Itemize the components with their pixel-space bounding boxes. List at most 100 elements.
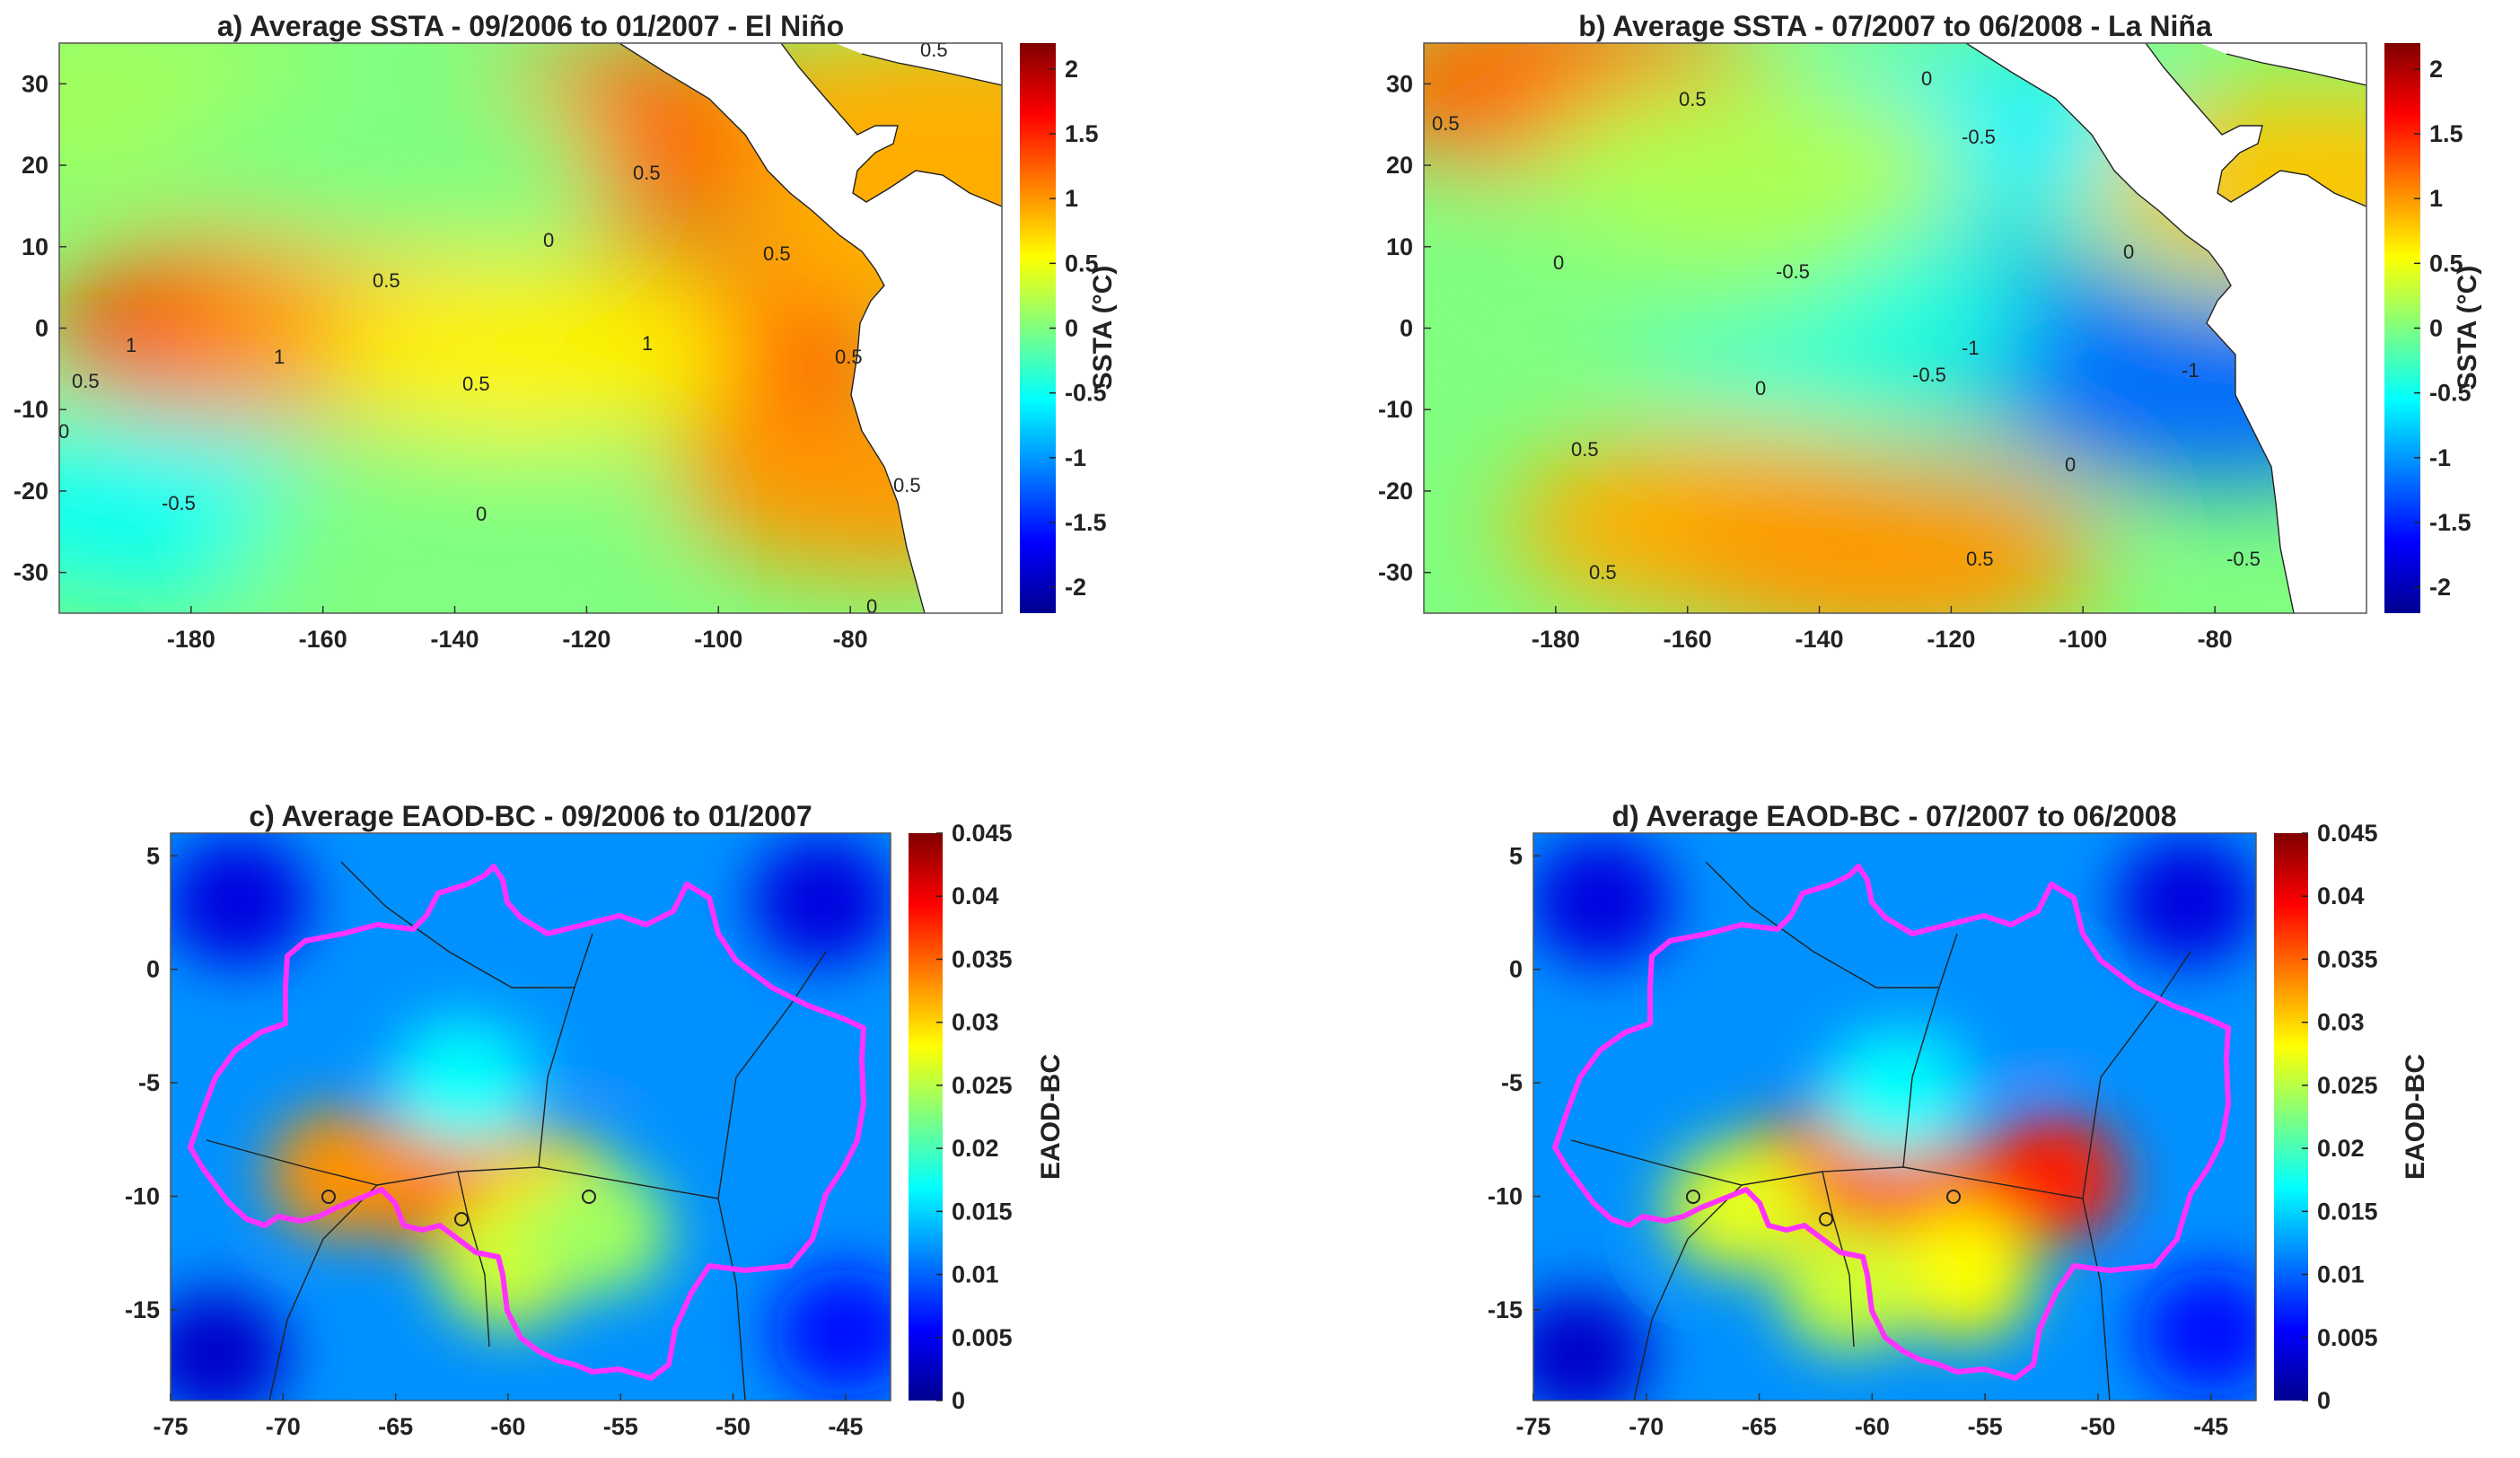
panel-a-contour-label: 0.5 (763, 242, 791, 265)
panel-b-colorbar-ticks: 2 1.5 1 0.5 0 -0.5 -1 -1.5 -2 (2414, 56, 2472, 601)
colorbar-tick-label: 0.03 (2317, 1009, 2365, 1036)
y-tick-label: -10 (1378, 396, 1413, 423)
colorbar-tick-label: -0.5 (1065, 380, 1107, 407)
x-tick-label: -65 (1742, 1413, 1777, 1440)
colorbar-tick-label: 2 (2429, 56, 2443, 83)
panel-d-eaod-bc-2007: d) Average EAOD-BC - 07/2007 to 06/2008 … (1488, 800, 2430, 1440)
field-sample (171, 1290, 288, 1401)
panel-b-land-caribbean (2200, 43, 2366, 85)
panel-b-contour-label: 0 (2065, 453, 2076, 476)
panel-a-contour-label: 0.5 (835, 346, 863, 368)
panel-d-colorbar-ticks: 0.045 0.04 0.035 0.03 0.025 0.02 0.015 0.01 0.00… (2302, 820, 2378, 1414)
x-tick-label: -50 (716, 1413, 751, 1440)
x-tick-label: -70 (266, 1413, 301, 1440)
y-tick-label: 0 (146, 956, 160, 983)
panel-b-contour-label: 0 (2123, 241, 2134, 263)
panel-c-colorbar-label: EAOD-BC (1036, 1054, 1066, 1180)
panel-b-title: b) Average SSTA - 07/2007 to 06/2008 - L… (1578, 10, 2212, 42)
colorbar-tick-label: -0.5 (2429, 380, 2472, 407)
colorbar-tick-label: 0 (952, 1387, 965, 1414)
x-tick-label: -160 (1664, 626, 1712, 653)
x-tick-label: -75 (1515, 1413, 1550, 1440)
field-sample (2116, 836, 2256, 966)
y-tick-label: -10 (13, 396, 48, 423)
colorbar-tick-label: -1 (2429, 444, 2451, 471)
y-tick-label: 0 (1509, 956, 1523, 983)
panel-a-contour-label: 0.5 (462, 373, 490, 395)
panel-a-ssta-el-nino: a) Average SSTA - 09/2006 to 01/2007 - E… (13, 10, 1118, 653)
panel-d-colorbar-label: EAOD-BC (2401, 1054, 2430, 1180)
y-tick-label: 10 (1386, 233, 1413, 260)
panel-b-colorbar-label: SSTA (°C) (2453, 266, 2482, 391)
colorbar-tick-label: 0.01 (2317, 1261, 2365, 1288)
field-sample (1822, 1029, 1967, 1159)
panel-a-contour-label: 0.5 (920, 39, 948, 61)
panel-d-aerosol-field (1533, 836, 2256, 1401)
colorbar-tick-label: 0.04 (952, 883, 999, 909)
panel-b-contour-label: 0.5 (1571, 438, 1599, 461)
panel-a-colorbar-ticks: 2 1.5 1 0.5 0 -0.5 -1 -1.5 -2 (1049, 56, 1107, 601)
x-tick-label: -45 (828, 1413, 863, 1440)
y-tick-label: -5 (1501, 1069, 1523, 1096)
colorbar-tick-label: 0.02 (2317, 1135, 2365, 1162)
panel-c-title: c) Average EAOD-BC - 09/2006 to 01/2007 (249, 800, 812, 832)
panel-a-contour-label: 0 (866, 595, 877, 618)
colorbar-tick-label: 2 (1065, 56, 1078, 83)
colorbar-tick-label: 0.5 (1065, 250, 1099, 277)
panel-c-y-axis: 5 0 -5 -10 -15 (125, 842, 178, 1323)
x-tick-label: -65 (378, 1413, 413, 1440)
panel-a-contour-label: 0.5 (893, 474, 921, 496)
x-tick-label: -120 (1927, 626, 1975, 653)
y-tick-label: -20 (1378, 478, 1413, 505)
field-sample (1936, 950, 2080, 1080)
panel-a-contour-label: 0 (476, 503, 487, 525)
x-tick-label: -55 (1968, 1413, 2003, 1440)
panel-a-contour-label: 1 (126, 334, 136, 356)
panel-b-contour-label: -0.5 (1776, 260, 1810, 283)
field-sample (526, 1165, 671, 1296)
panel-b-contour-label: 0.5 (1432, 112, 1460, 135)
x-tick-label: -180 (1532, 626, 1580, 653)
panel-c-frame (170, 832, 891, 1401)
field-sample (1890, 1210, 2034, 1340)
panel-a-contour-label: 1 (274, 346, 285, 368)
x-tick-label: -80 (2198, 626, 2233, 653)
x-tick-label: -60 (490, 1413, 525, 1440)
panel-b-contour-label: 0.5 (1679, 88, 1707, 110)
x-tick-label: -160 (299, 626, 347, 653)
field-sample (391, 1018, 535, 1148)
y-tick-label: -15 (1488, 1296, 1523, 1323)
panel-b-contour-label: 0.5 (1966, 548, 1994, 570)
field-sample (171, 836, 311, 966)
panel-b-contour-label: 0 (1755, 377, 1766, 400)
field-sample (751, 836, 891, 966)
y-tick-label: -20 (13, 478, 48, 505)
panel-b-contour-label: -0.5 (1912, 364, 1946, 386)
panel-b-coastline (1965, 43, 2366, 613)
panel-a-x-axis: -180 -160 -140 -120 -100 -80 (167, 606, 868, 653)
panel-d-site-marker (1819, 1212, 1833, 1226)
y-tick-label: -30 (13, 559, 48, 586)
field-sample (241, 440, 669, 613)
panel-a-contour-labels: 1 1 1 0.5 0.5 0.5 0.5 0.5 0.5 0 0 0 0 -0… (59, 39, 948, 618)
x-tick-label: -75 (153, 1413, 188, 1440)
field-sample (1672, 464, 2099, 613)
colorbar-tick-label: -2 (1065, 574, 1086, 601)
panel-d-title: d) Average EAOD-BC - 07/2007 to 06/2008 (1612, 800, 2177, 832)
y-tick-label: -10 (1488, 1182, 1523, 1209)
panel-b-contour-label: -0.5 (1962, 126, 1996, 148)
panel-b-contour-label: 0 (1921, 67, 1932, 90)
colorbar-tick-label: 1 (1065, 185, 1078, 212)
colorbar-tick-label: 1.5 (1065, 120, 1099, 147)
panel-c-site-marker (321, 1190, 336, 1204)
panel-a-contour-label: -0.5 (162, 492, 196, 514)
colorbar-tick-label: 0 (2429, 315, 2443, 342)
panel-c-colorbar (909, 833, 943, 1401)
field-sample (1540, 74, 1968, 258)
y-tick-label: 10 (22, 233, 48, 260)
colorbar-tick-label: 0.045 (2317, 820, 2378, 847)
colorbar-tick-label: 1.5 (2429, 120, 2463, 147)
colorbar-tick-label: 0.025 (952, 1072, 1013, 1099)
panel-d-frame (1532, 832, 2257, 1401)
colorbar-tick-label: 0.03 (952, 1009, 999, 1036)
